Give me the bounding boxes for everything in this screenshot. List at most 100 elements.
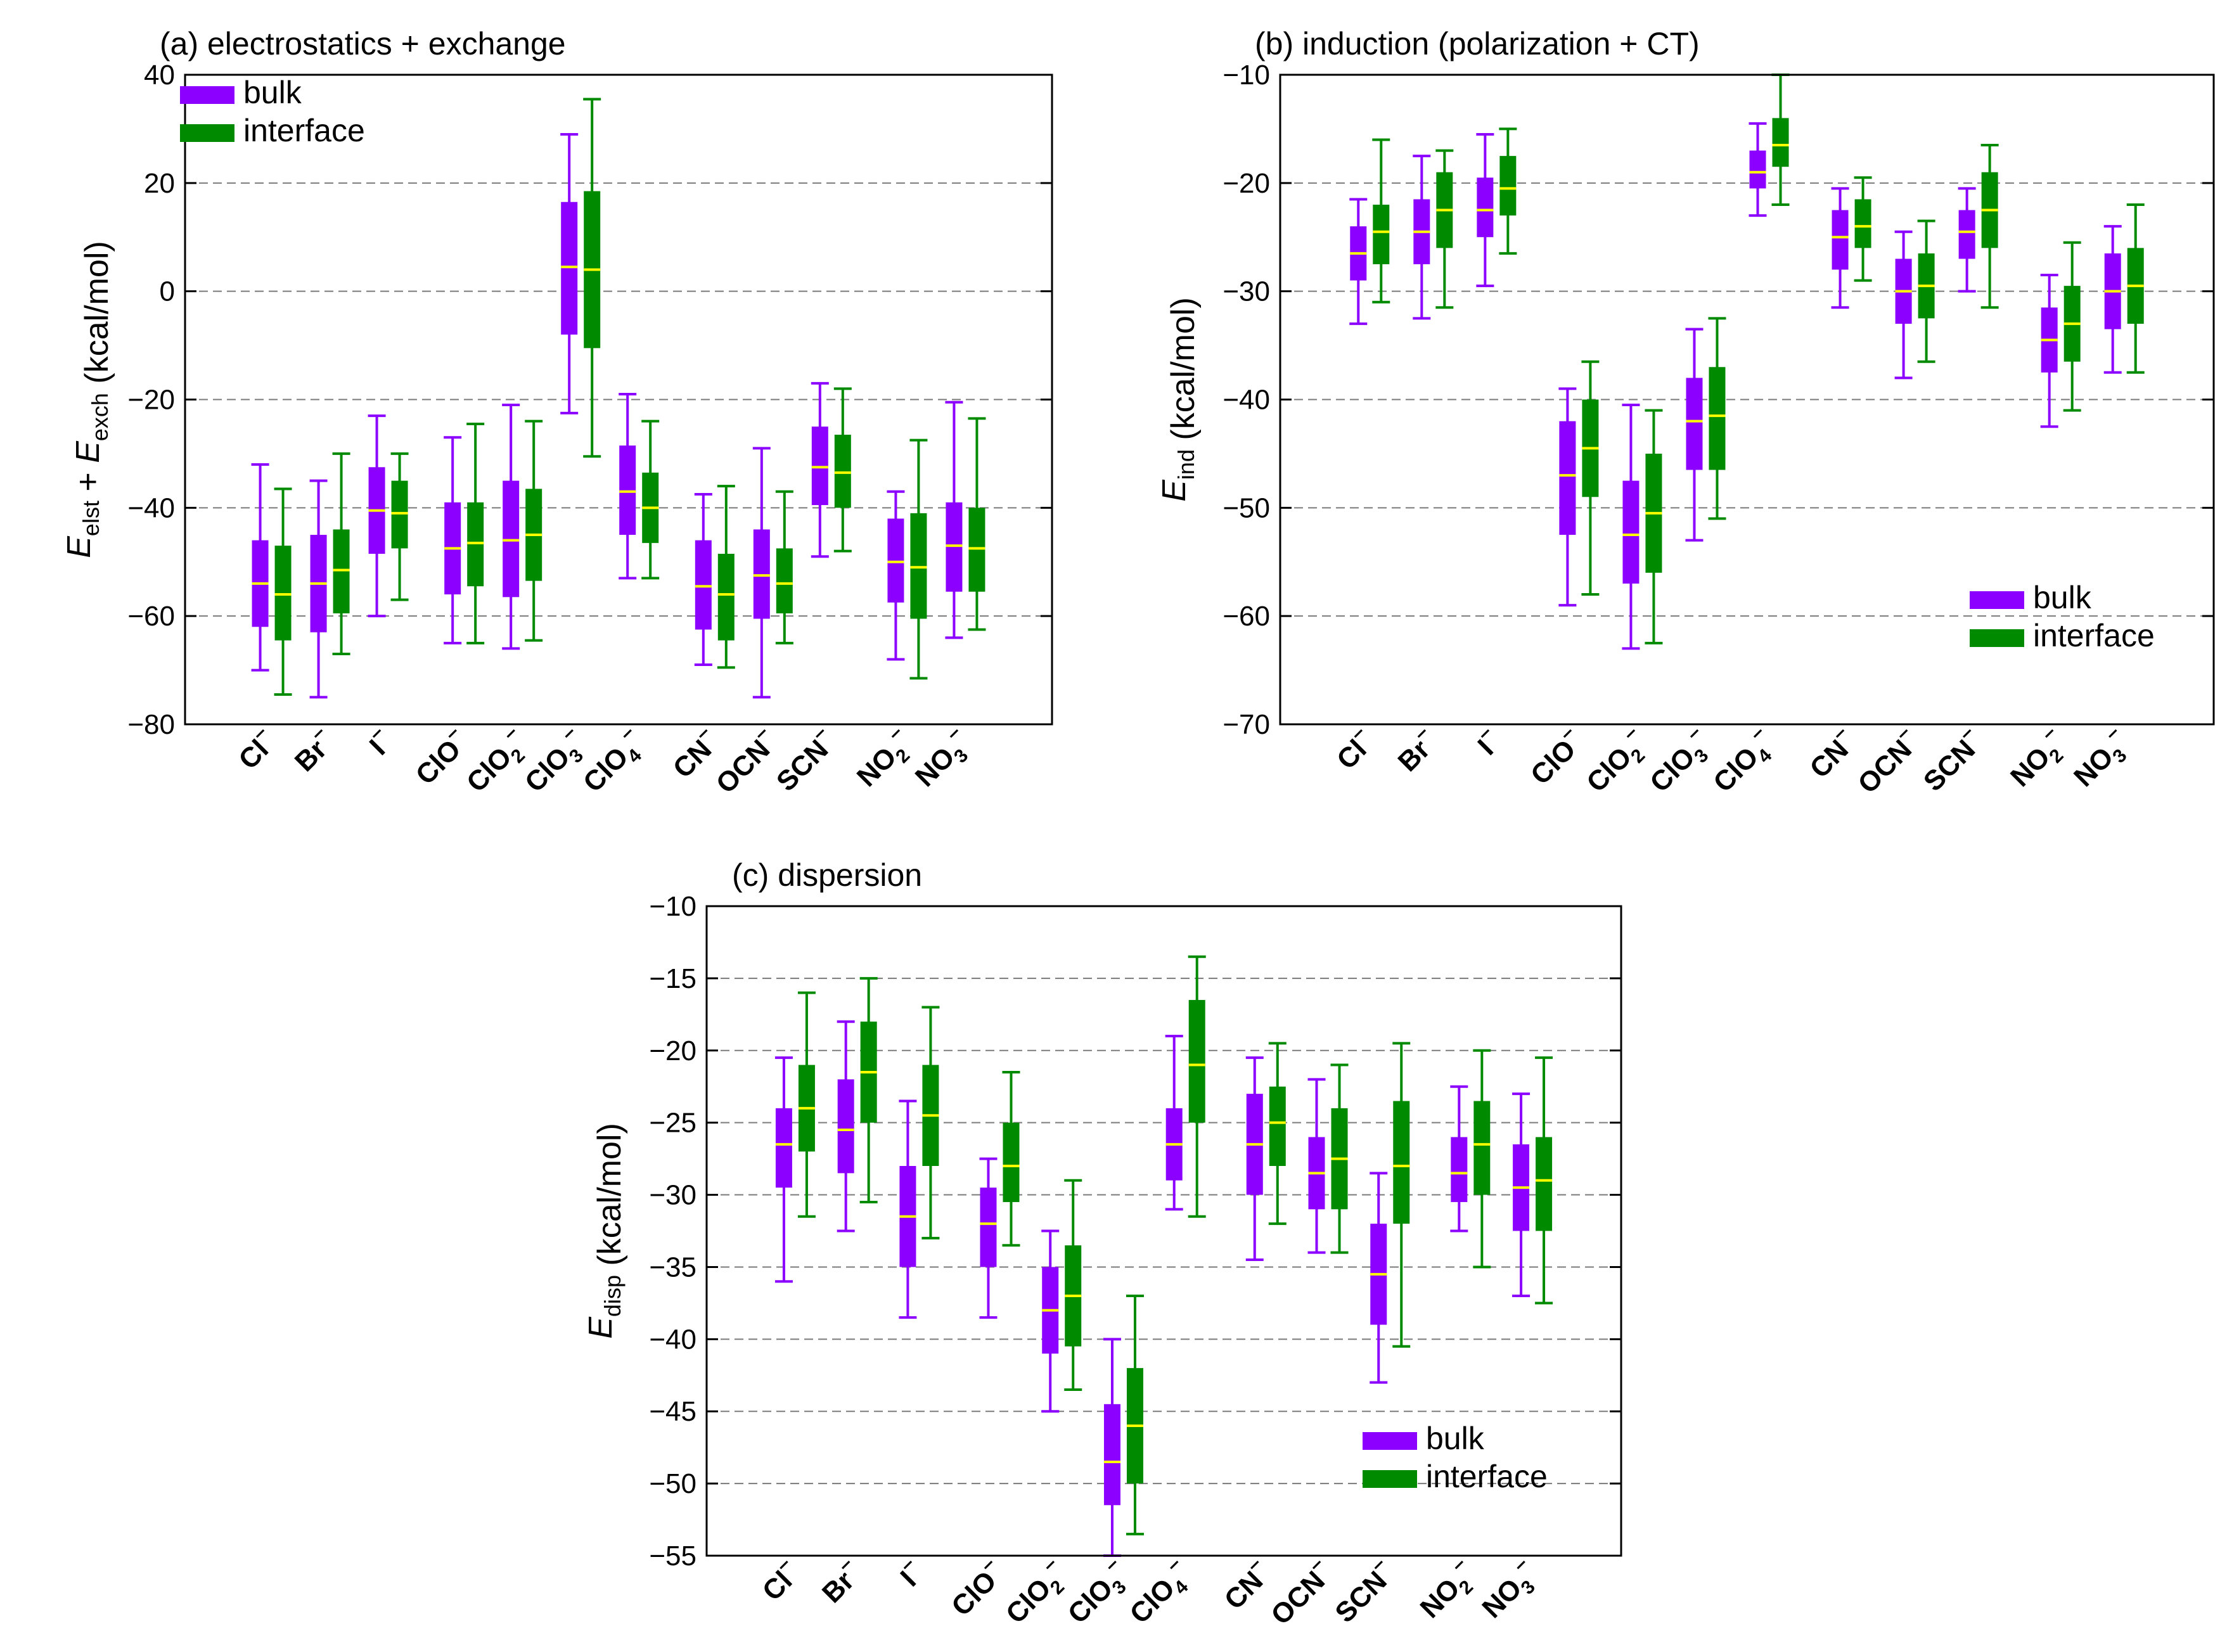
category-label: NO3–: [904, 720, 980, 797]
box-bulk-3: [979, 1157, 998, 1319]
box-iqr: [1772, 118, 1789, 167]
y-axis-label: Eind (kcal/mol): [1156, 297, 1202, 502]
box-interface-11: [2126, 203, 2145, 374]
box-bulk-2: [1476, 132, 1494, 288]
box-iqr: [1958, 210, 1975, 259]
box-bulk-5: [1103, 1338, 1121, 1557]
box-bulk-9: [1958, 187, 1976, 293]
box-bulk-4: [502, 404, 520, 650]
y-tick-label: 0: [160, 276, 175, 307]
box-bulk-7: [1831, 187, 1849, 309]
box-interface-5: [583, 98, 601, 458]
box-iqr: [753, 529, 770, 619]
y-axis-label: Edisp (kcal/mol): [582, 1123, 628, 1339]
box-interface-6: [1188, 955, 1206, 1218]
box-bulk-10: [887, 490, 905, 661]
category-label: NO2–: [1999, 720, 2076, 797]
box-iqr: [1622, 480, 1640, 584]
box-iqr: [333, 529, 350, 613]
box-bulk-10: [1450, 1085, 1468, 1233]
box-iqr: [561, 202, 578, 335]
box-interface-9: [1392, 1042, 1411, 1348]
box-iqr: [695, 540, 712, 630]
box-iqr: [1749, 150, 1766, 189]
box-interface-8: [1330, 1063, 1349, 1254]
y-tick-label: −60: [127, 601, 175, 632]
box-interface-0: [1372, 138, 1390, 304]
panel-a: 40200−20−40−60−80Cl–Br–I–ClO–ClO2–ClO3–C…: [61, 26, 1053, 802]
box-iqr: [1854, 199, 1871, 248]
y-tick-label: −20: [649, 1035, 696, 1066]
box-bulk-8: [752, 447, 771, 699]
box-bulk-1: [309, 479, 328, 699]
box-iqr: [717, 553, 735, 641]
y-tick-label: −25: [649, 1108, 696, 1139]
category-label: Br–: [1387, 720, 1444, 778]
y-tick-label: −50: [649, 1468, 696, 1499]
panel-title: (a) electrostatics + exchange: [160, 26, 566, 61]
box-interface-11: [1535, 1056, 1553, 1305]
box-iqr: [946, 502, 963, 592]
box-iqr: [910, 513, 927, 619]
y-tick-label: −35: [649, 1252, 696, 1283]
box-bulk-5: [1685, 328, 1704, 542]
box-iqr: [1269, 1086, 1286, 1166]
box-iqr: [1499, 156, 1517, 216]
panel-title: (b) induction (polarization + CT): [1255, 26, 1700, 61]
box-interface-6: [641, 419, 660, 580]
y-tick-label: −50: [1223, 492, 1270, 523]
box-bulk-8: [1307, 1078, 1326, 1254]
category-label: SCN–: [1912, 720, 1989, 797]
box-iqr: [1188, 1000, 1205, 1123]
box-interface-9: [1980, 144, 1999, 309]
box-interface-7: [1854, 176, 1872, 282]
y-tick-label: −80: [127, 709, 175, 740]
box-interface-8: [775, 490, 793, 644]
box-interface-5: [1126, 1295, 1144, 1535]
y-tick-label: −40: [127, 492, 175, 523]
legend-label-bulk: bulk: [243, 75, 302, 110]
box-interface-10: [909, 439, 928, 680]
box-interface-8: [1917, 219, 1935, 363]
y-tick-label: −55: [649, 1540, 696, 1572]
category-label: ClO2–: [455, 720, 537, 802]
box-interface-4: [1064, 1179, 1082, 1392]
box-interface-7: [717, 485, 735, 669]
box-iqr: [1451, 1137, 1468, 1202]
box-bulk-4: [1622, 404, 1640, 650]
box-bulk-3: [444, 436, 462, 644]
box-iqr: [968, 508, 985, 592]
box-bulk-0: [251, 463, 269, 672]
y-tick-label: 20: [144, 168, 175, 199]
box-iqr: [1393, 1101, 1410, 1224]
category-label: OCN–: [705, 720, 784, 800]
box-bulk-6: [619, 392, 637, 580]
y-tick-label: −30: [649, 1180, 696, 1211]
box-bulk-9: [1370, 1172, 1388, 1384]
box-bulk-7: [1245, 1056, 1264, 1262]
category-label: ClO4–: [1119, 1552, 1200, 1634]
box-bulk-10: [2040, 274, 2058, 428]
box-interface-4: [525, 419, 543, 642]
category-label: OCN–: [1260, 1552, 1339, 1631]
box-interface-2: [921, 1006, 940, 1239]
legend-label-interface: interface: [2033, 618, 2155, 653]
category-label: Cl–: [1326, 720, 1381, 776]
box-bulk-1: [837, 1020, 855, 1233]
box-iqr: [837, 1079, 854, 1174]
legend-label-bulk: bulk: [1426, 1421, 1485, 1456]
category-label: CN–: [1799, 720, 1863, 784]
box-iqr: [775, 1108, 792, 1188]
box-iqr: [1103, 1404, 1120, 1506]
box-iqr: [1473, 1101, 1491, 1195]
box-iqr: [1559, 421, 1576, 535]
category-label: Br–: [283, 720, 340, 778]
box-bulk-11: [2103, 225, 2122, 374]
category-label: I–: [889, 1552, 930, 1592]
category-label: SCN–: [1324, 1552, 1401, 1629]
box-iqr: [619, 445, 636, 535]
box-bulk-5: [560, 132, 579, 414]
plot-frame: [184, 74, 1053, 726]
